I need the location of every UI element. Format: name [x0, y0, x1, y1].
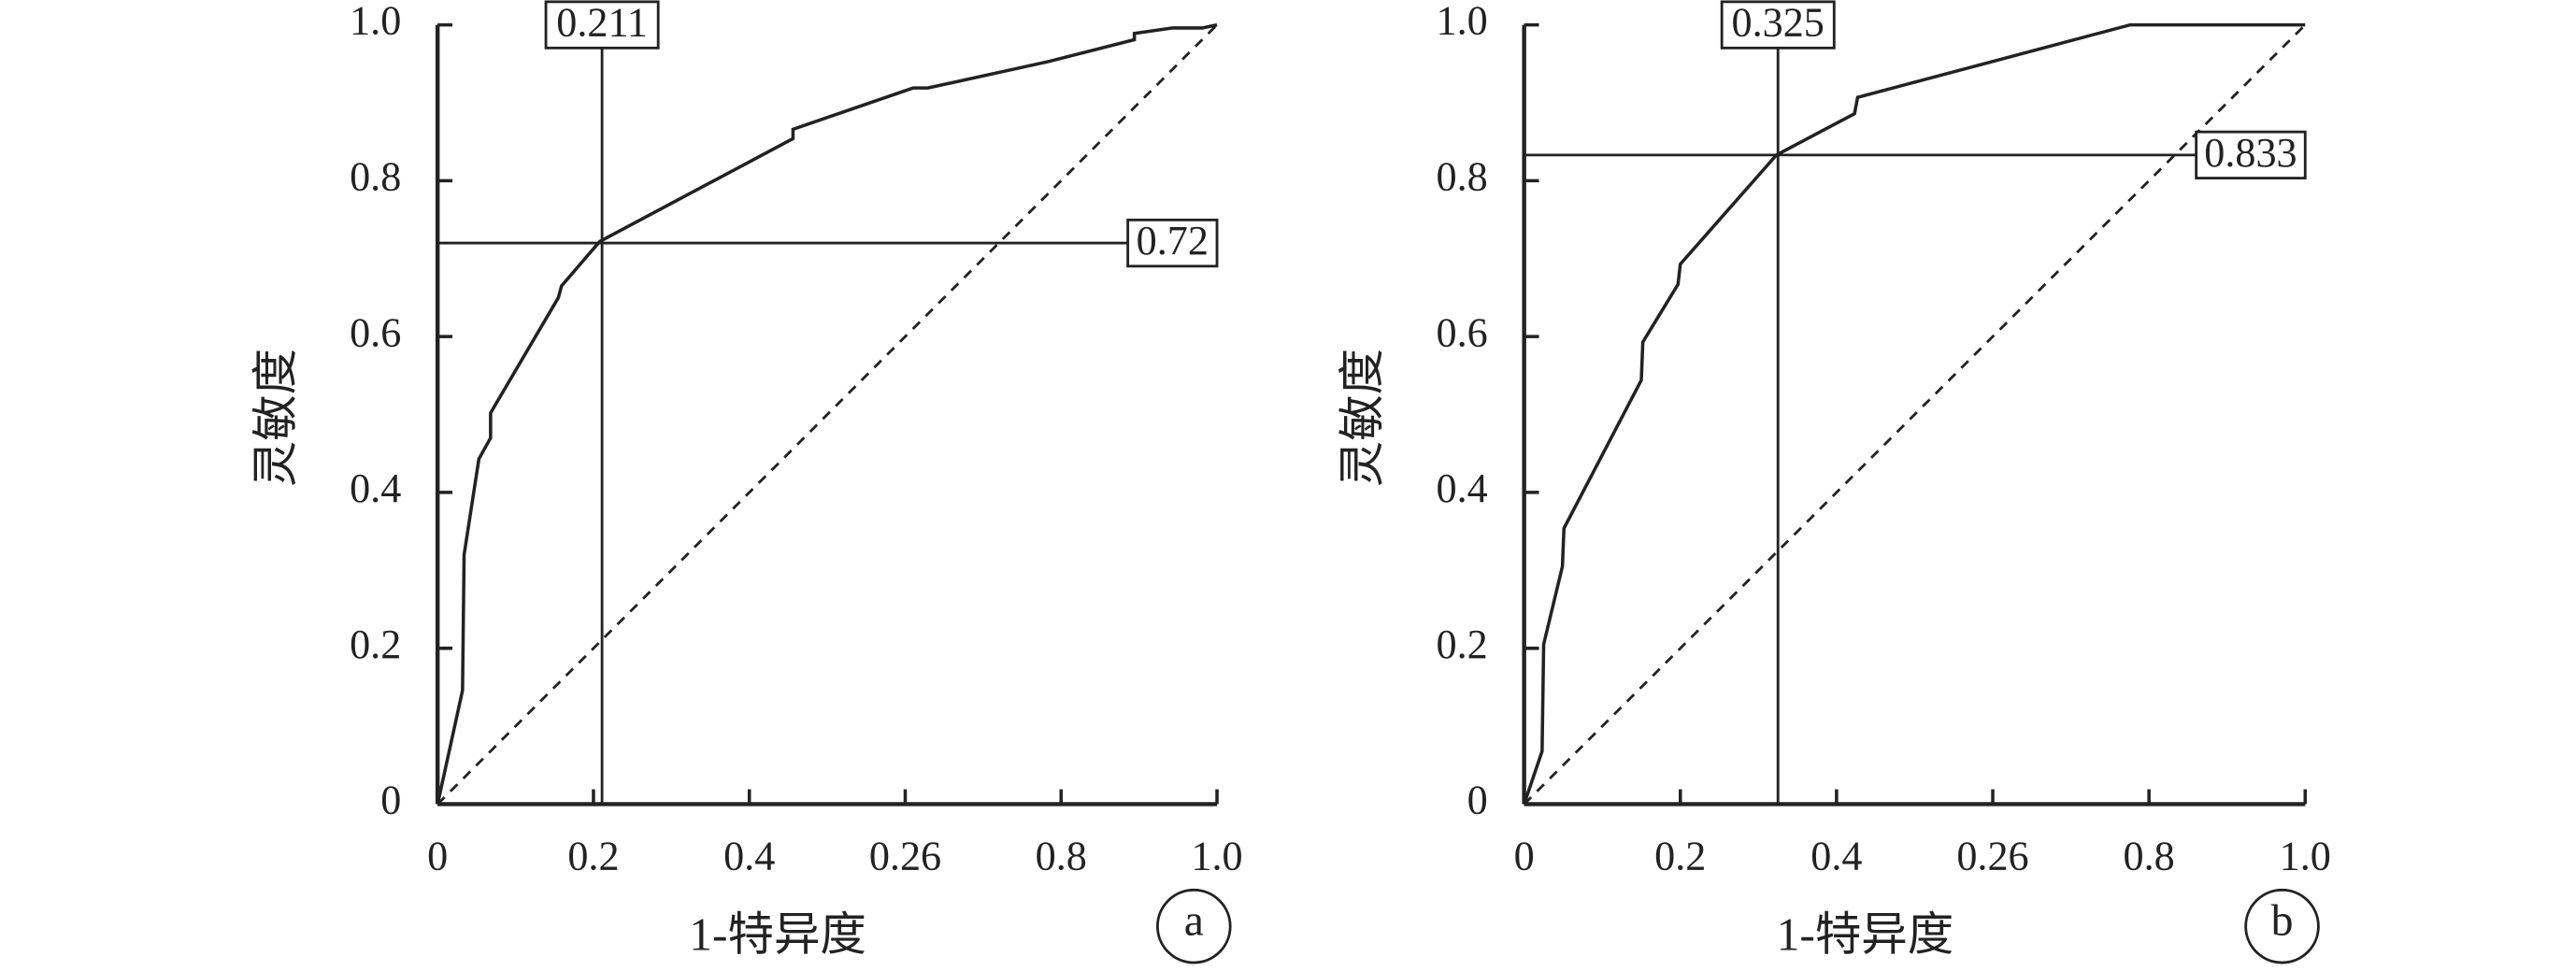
- y-tick-label: 0.4: [1437, 465, 1488, 511]
- y-axis-label: 灵敏度: [1337, 349, 1388, 487]
- x-tick-label: 0: [427, 834, 448, 879]
- panel: 0 0.2 0.4 0.26 0.8 1.0 0 0.2 0.4 0.6 0.8 1.0 1-特异度 灵敏…: [250, 0, 1243, 964]
- x-axis-label: 1-特异度: [1777, 909, 1954, 961]
- x-tick-label: 0.8: [1036, 834, 1087, 879]
- cutoff-x-label: 0.211: [556, 0, 648, 46]
- y-tick-label: 0.4: [350, 465, 401, 511]
- y-tick-label: 0.6: [350, 309, 401, 355]
- cutoff-y-box: [2195, 130, 2307, 180]
- cutoff-x-box: [1720, 0, 1836, 50]
- x-tick-label: 0.4: [723, 834, 775, 879]
- reference-line: [436, 23, 1219, 806]
- x-tick-label: 0.8: [2124, 834, 2175, 879]
- x-tick-label: 1.0: [2280, 834, 2331, 879]
- panel: 0 0.2 0.4 0.26 0.8 1.0 0 0.2 0.4 0.6 0.8 1.0 1-特异度 灵敏…: [1337, 0, 2331, 964]
- x-tick-label: 0.2: [1654, 834, 1706, 879]
- panel-label: a: [1184, 895, 1204, 945]
- reference-line: [1523, 23, 2307, 806]
- x-axis-label: 1-特异度: [689, 909, 866, 961]
- cutoff-y-label: 0.72: [1137, 218, 1209, 264]
- panel-label: b: [2271, 895, 2294, 945]
- y-tick-label: 0.2: [1437, 621, 1488, 667]
- x-tick-label: 0.26: [1956, 834, 2028, 879]
- cutoff-x-label: 0.325: [1732, 0, 1825, 46]
- y-tick-label: 0.8: [1437, 154, 1488, 200]
- x-tick-label: 0.26: [869, 834, 941, 879]
- panel-label-circle: [1156, 888, 1232, 964]
- y-tick-label: 0: [1467, 778, 1488, 823]
- y-tick-label: 0.2: [350, 621, 401, 667]
- cutoff-y-box: [1126, 218, 1219, 268]
- roc-curve: [1522, 22, 2306, 806]
- x-tick-label: 0.4: [1810, 834, 1862, 879]
- roc-curve: [436, 22, 1218, 805]
- cutoff-y-label: 0.833: [2204, 130, 2297, 176]
- y-tick-label: 1.0: [1437, 0, 1488, 44]
- y-tick-label: 1.0: [350, 0, 401, 44]
- y-tick-label: 0.6: [1437, 309, 1488, 355]
- cutoff-x-box: [544, 0, 660, 50]
- x-tick-label: 0: [1514, 834, 1535, 879]
- x-tick-label: 0.2: [567, 834, 619, 879]
- y-tick-label: 0.8: [350, 154, 401, 200]
- panel-label-circle: [2244, 888, 2320, 964]
- x-tick-label: 1.0: [1191, 834, 1242, 879]
- y-tick-label: 0: [380, 778, 401, 823]
- y-axis-label: 灵敏度: [250, 349, 302, 487]
